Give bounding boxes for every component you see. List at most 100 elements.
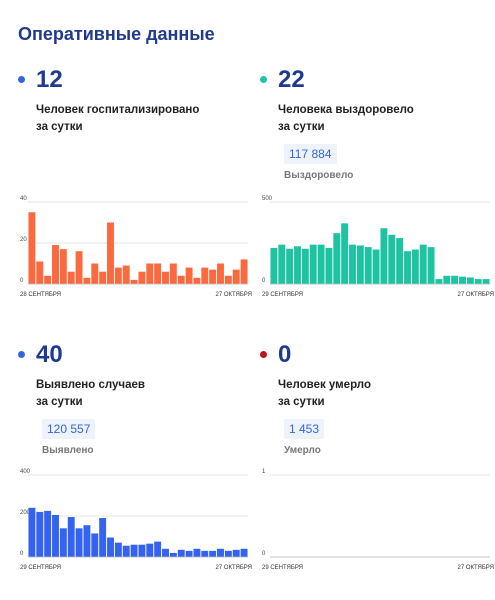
recovered-total-label: Выздоровело — [284, 170, 354, 181]
y-tick-label: 40 — [20, 196, 27, 202]
chart-bar — [75, 528, 83, 557]
chart-bar — [482, 279, 490, 284]
chart-bar — [372, 249, 380, 284]
chart-bar — [201, 267, 209, 284]
recovered-description: Человека выздоровело за сутки — [278, 104, 414, 133]
chart-bar — [122, 265, 130, 284]
chart-bar — [138, 544, 146, 557]
hospitalized-count: 12 — [36, 66, 63, 93]
chart-bar — [44, 275, 52, 284]
chart-bar — [107, 222, 114, 284]
chart-bar — [270, 247, 278, 284]
hospitalized-description: Человек госпитализировано за сутки — [36, 104, 200, 133]
status-dot-icon — [18, 351, 25, 358]
cases-total-label: Выявлено — [42, 445, 94, 456]
chart-bar — [122, 545, 130, 557]
chart-bar — [380, 228, 388, 284]
chart-bar — [154, 541, 162, 557]
y-tick-label: 0 — [262, 278, 266, 284]
x-end-label: 27 ОКТЯБРЯ — [457, 292, 494, 298]
cases-chart: 0 200 400 29 СЕНТЯБРЯ 27 ОКТЯБРЯ — [20, 469, 252, 571]
chart-bar — [44, 510, 52, 557]
cases-description: Выявлено случаев за сутки — [36, 379, 145, 408]
recovered-chart: 0 500 29 СЕНТЯБРЯ 27 ОКТЯБРЯ — [262, 196, 494, 298]
chart-bar — [91, 263, 99, 284]
status-dot-icon — [260, 351, 267, 358]
chart-bar — [130, 544, 138, 557]
chart-bar — [356, 245, 364, 284]
chart-bar — [411, 249, 419, 284]
chart-bar — [162, 548, 169, 557]
chart-bar — [169, 263, 177, 284]
cases-total-badge: 120 557 — [42, 419, 96, 439]
chart-bar — [349, 244, 356, 284]
chart-bar — [99, 518, 107, 557]
status-dot-icon — [260, 76, 267, 83]
x-end-label: 27 ОКТЯБРЯ — [457, 565, 494, 571]
chart-bar — [209, 550, 217, 557]
y-tick-label: 0 — [20, 551, 24, 557]
chart-bar — [67, 271, 75, 284]
chart-bar — [185, 267, 193, 284]
chart-bar — [185, 550, 193, 557]
recovered-count: 22 — [278, 66, 305, 93]
y-tick-label: 200 — [20, 510, 31, 516]
recovered-card: 22 Человека выздоровело за сутки 117 884… — [260, 66, 495, 316]
chart-bar — [459, 276, 466, 284]
chart-bar — [28, 212, 36, 284]
chart-bar — [209, 269, 217, 284]
y-tick-label: 20 — [20, 237, 27, 243]
chart-bar — [240, 259, 248, 284]
chart-bar — [333, 233, 341, 284]
chart-bar — [52, 245, 59, 284]
chart-bar — [217, 263, 224, 284]
deaths-chart: 0 1 29 СЕНТЯБРЯ 27 ОКТЯБРЯ — [262, 469, 494, 571]
recovered-total-badge: 117 884 — [284, 144, 337, 164]
chart-bar — [138, 271, 146, 284]
chart-bar — [28, 507, 36, 557]
chart-bar — [154, 263, 162, 284]
chart-bar — [309, 244, 317, 284]
chart-bar — [325, 247, 333, 284]
deaths-count: 0 — [278, 341, 292, 368]
chart-bar — [107, 537, 114, 557]
chart-bar — [91, 533, 99, 557]
chart-bar — [83, 277, 91, 284]
chart-bar — [317, 244, 325, 284]
chart-bar — [240, 548, 248, 557]
cases-count: 40 — [36, 341, 63, 368]
chart-bar — [169, 552, 177, 557]
chart-bar — [217, 548, 224, 557]
chart-bar — [404, 251, 411, 284]
chart-bar — [435, 279, 443, 284]
chart-bar — [286, 248, 294, 284]
hospitalized-chart: 0 20 40 28 СЕНТЯБРЯ 27 ОКТЯБРЯ — [20, 196, 252, 298]
chart-bar — [67, 517, 75, 557]
x-end-label: 27 ОКТЯБРЯ — [215, 565, 252, 571]
chart-bar — [278, 244, 286, 284]
chart-bar — [59, 249, 67, 284]
x-start-label: 29 СЕНТЯБРЯ — [262, 565, 303, 571]
chart-bar — [83, 525, 91, 557]
chart-bar — [193, 277, 201, 284]
chart-bar — [201, 550, 209, 557]
chart-bar — [59, 528, 67, 557]
chart-bar — [114, 267, 122, 284]
page-title: Оперативные данные — [18, 24, 215, 44]
chart-bar — [396, 238, 404, 284]
x-end-label: 27 ОКТЯБРЯ — [215, 292, 252, 298]
chart-bar — [443, 275, 451, 284]
chart-bar — [419, 244, 427, 284]
chart-bar — [364, 247, 372, 284]
chart-bar — [75, 251, 83, 284]
chart-bar — [177, 549, 185, 557]
chart-bar — [451, 275, 459, 284]
deaths-total-label: Умерло — [284, 445, 321, 456]
chart-bar — [294, 246, 301, 284]
chart-bar — [388, 234, 396, 284]
chart-bar — [427, 247, 435, 284]
chart-bar — [474, 279, 482, 284]
y-tick-label: 1 — [262, 469, 266, 475]
y-tick-label: 400 — [20, 469, 31, 475]
chart-bar — [341, 223, 349, 284]
